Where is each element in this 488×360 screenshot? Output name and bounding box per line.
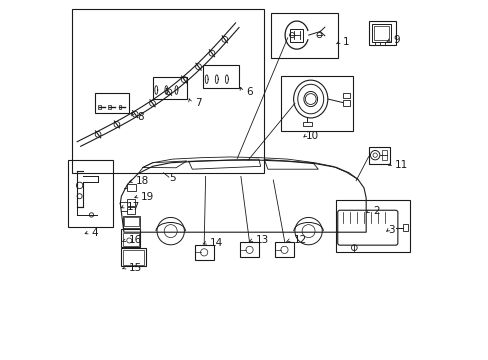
Text: 15: 15 bbox=[129, 263, 142, 273]
Text: 18: 18 bbox=[135, 176, 148, 186]
Bar bbox=[280, 76, 352, 131]
Text: 14: 14 bbox=[209, 238, 223, 248]
Text: 1: 1 bbox=[343, 37, 349, 48]
Text: 3: 3 bbox=[387, 225, 394, 235]
Bar bbox=[118, 105, 121, 109]
Bar bbox=[336, 200, 409, 252]
Bar bbox=[371, 24, 390, 42]
Bar bbox=[123, 217, 139, 226]
Bar bbox=[98, 105, 101, 109]
Text: 4: 4 bbox=[91, 228, 98, 238]
Bar bbox=[152, 77, 186, 99]
Bar bbox=[382, 150, 386, 160]
Bar bbox=[343, 100, 349, 105]
Bar bbox=[194, 245, 213, 260]
Text: 16: 16 bbox=[129, 235, 142, 246]
Bar bbox=[121, 248, 145, 266]
Bar bbox=[290, 29, 303, 42]
Text: 7: 7 bbox=[194, 98, 201, 108]
Text: 17: 17 bbox=[127, 202, 140, 212]
Bar bbox=[343, 93, 349, 98]
Bar bbox=[402, 224, 407, 231]
Bar bbox=[373, 26, 388, 40]
Bar bbox=[203, 65, 239, 88]
Bar bbox=[122, 250, 144, 265]
Text: 6: 6 bbox=[246, 87, 252, 97]
Text: 19: 19 bbox=[141, 192, 154, 202]
Text: 11: 11 bbox=[394, 159, 407, 170]
Text: 9: 9 bbox=[393, 35, 399, 45]
Bar bbox=[121, 229, 140, 247]
Text: 12: 12 bbox=[293, 235, 306, 246]
Text: 13: 13 bbox=[256, 235, 269, 246]
Bar bbox=[302, 122, 311, 126]
Bar bbox=[368, 21, 395, 45]
Bar bbox=[240, 242, 258, 257]
Bar bbox=[127, 207, 135, 214]
Bar bbox=[271, 13, 337, 58]
Bar bbox=[108, 105, 110, 109]
Bar bbox=[72, 9, 264, 173]
Bar bbox=[275, 242, 293, 257]
Bar bbox=[68, 160, 113, 227]
Text: 5: 5 bbox=[168, 173, 175, 183]
Bar bbox=[127, 199, 135, 206]
Text: 8: 8 bbox=[137, 112, 143, 122]
Text: 2: 2 bbox=[372, 206, 379, 216]
Bar bbox=[368, 147, 389, 164]
Bar bbox=[122, 216, 140, 228]
Bar bbox=[95, 93, 129, 113]
Bar bbox=[127, 184, 136, 191]
Text: 10: 10 bbox=[305, 131, 318, 141]
Bar bbox=[122, 233, 139, 246]
